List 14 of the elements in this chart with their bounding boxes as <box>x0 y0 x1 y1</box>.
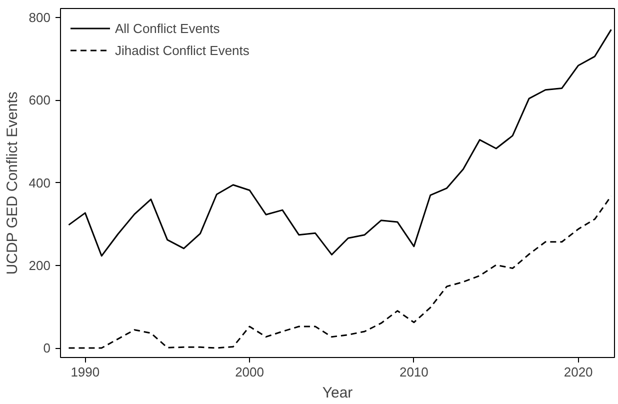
x-tick-label: 2000 <box>235 364 264 380</box>
line-series <box>68 195 612 349</box>
y-tick-label: 600 <box>28 92 51 108</box>
y-tick-label: 800 <box>28 10 51 26</box>
y-tick-label: 0 <box>43 340 51 356</box>
y-tick-label: 400 <box>28 175 51 190</box>
x-tick-label: 2010 <box>399 364 428 380</box>
legend-label: All Conflict Events <box>115 20 220 36</box>
legend-label: Jihadist Conflict Events <box>115 42 250 58</box>
y-axis-title: UCDP GED Conflict Events <box>4 92 21 275</box>
x-axis-title: Year <box>322 384 353 402</box>
x-tick-label: 1990 <box>70 364 100 380</box>
y-tick-label: 200 <box>28 258 51 273</box>
x-tick-label: 2020 <box>564 364 593 380</box>
